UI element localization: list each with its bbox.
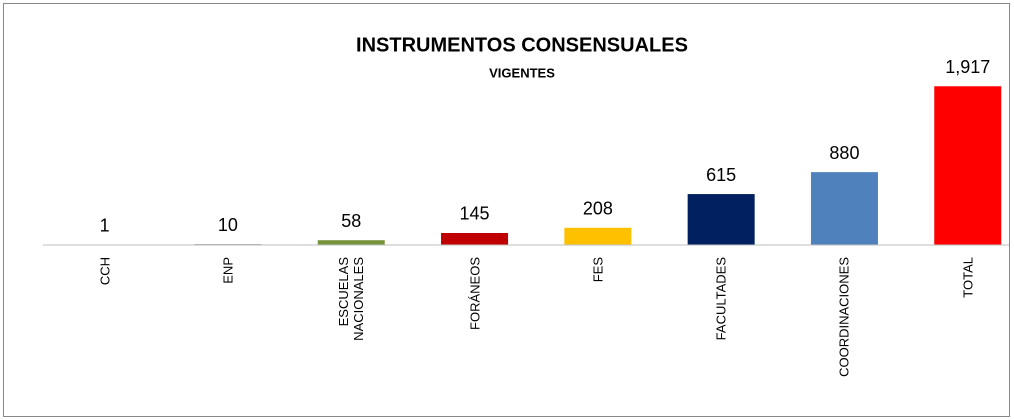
bar	[810, 172, 878, 245]
x-tick-label: TOTAL	[960, 257, 976, 298]
x-tick-label: COORDINACIONES	[836, 257, 852, 377]
x-tick-label: FACULTADES	[713, 257, 729, 341]
bar	[441, 232, 509, 245]
x-tick-label: CCH	[97, 257, 113, 286]
data-label: 58	[341, 211, 361, 231]
chart-title: INSTRUMENTOS CONSENSUALES	[356, 34, 688, 56]
chart-subtitle: VIGENTES	[489, 65, 555, 80]
data-label: 10	[218, 215, 238, 235]
bar	[934, 86, 1002, 245]
data-label: 880	[829, 143, 859, 163]
x-tick-label: FORÁNEOS	[467, 257, 483, 330]
data-label: 1,917	[945, 57, 990, 77]
x-tick-label: ESCUELAS NACIONALES	[336, 257, 367, 341]
bar	[564, 227, 632, 245]
data-label: 208	[583, 199, 613, 219]
data-label: 615	[706, 165, 736, 185]
data-label: 1	[100, 216, 110, 236]
bar	[687, 194, 755, 245]
bar	[317, 240, 385, 245]
data-label: 145	[460, 204, 490, 224]
x-tick-label: ENP	[220, 257, 236, 284]
x-tick-label: FES	[590, 257, 606, 283]
